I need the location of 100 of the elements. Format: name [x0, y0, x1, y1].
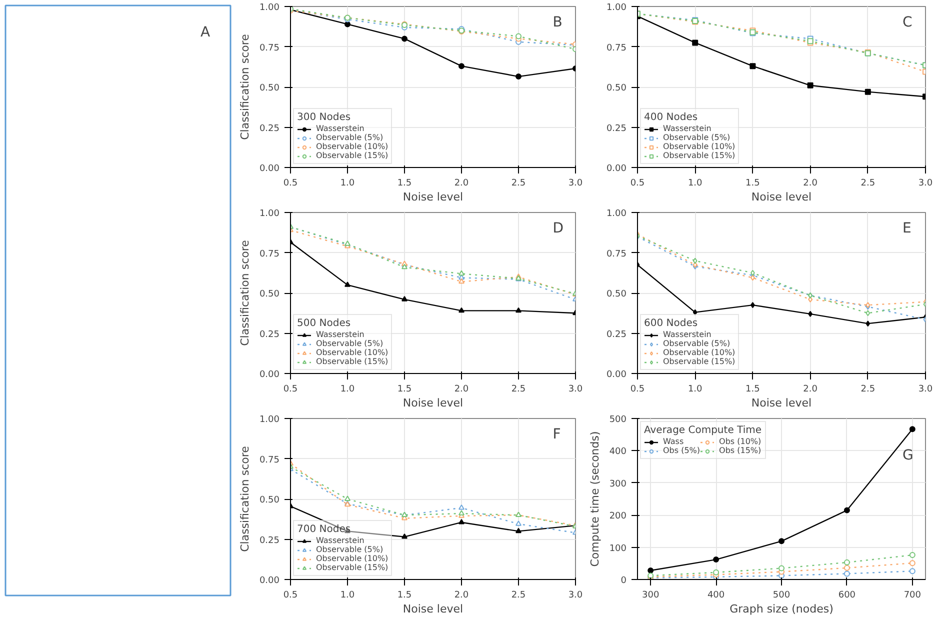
- y-tick-label: 1.00: [606, 3, 627, 13]
- x-axis-title: Noise level: [751, 396, 812, 410]
- annotation: G: [902, 448, 914, 464]
- y-tick-label: 0.25: [606, 124, 627, 134]
- y-tick-label: 1.00: [259, 209, 280, 219]
- y-tick-label: 0.75: [259, 455, 280, 466]
- x-tick-label: 1.0: [340, 384, 355, 394]
- x-tick-label: 3.0: [918, 384, 933, 394]
- legend-title: 600 Nodes: [644, 318, 699, 329]
- y-tick-label: 1.00: [259, 415, 280, 425]
- legend-label: Observable (15%): [316, 151, 388, 160]
- legend-label: Observable (5%): [663, 339, 730, 348]
- y-tick-label: 200: [609, 512, 627, 522]
- legend-label: Wasserstein: [663, 124, 712, 133]
- x-tick-label: 1.0: [340, 178, 355, 188]
- y-tick-label: 0.50: [606, 84, 627, 94]
- legend-label: Obs (5%): [663, 446, 700, 455]
- y-tick-label: 400: [609, 447, 627, 458]
- legend-label: Obs (15%): [719, 446, 762, 455]
- legend-title: 400 Nodes: [644, 112, 699, 123]
- legend-label: Observable (10%): [663, 348, 736, 357]
- x-tick-label: 1.5: [397, 590, 412, 600]
- x-tick-label: 3.0: [918, 178, 933, 188]
- x-tick-label: 2.0: [803, 384, 818, 394]
- y-tick-label: 0.25: [259, 330, 280, 340]
- x-tick-label: 2.5: [860, 178, 876, 188]
- x-tick-label: 500: [772, 590, 790, 600]
- legend-label: Observable (15%): [663, 151, 736, 160]
- x-tick-label: 0.5: [630, 384, 645, 394]
- y-tick-label: 0.75: [606, 249, 627, 260]
- x-tick-label: 2.5: [511, 178, 526, 188]
- y-tick-label: 0.00: [606, 164, 627, 174]
- x-tick-label: 1.5: [397, 178, 412, 188]
- x-tick-label: 600: [838, 590, 856, 600]
- x-tick-label: 3.0: [568, 384, 583, 394]
- x-tick-label: 1.0: [340, 590, 355, 600]
- y-tick-label: 0.75: [606, 43, 627, 54]
- annotation: F: [552, 426, 561, 443]
- annotation: C: [902, 14, 912, 31]
- x-tick-label: 300: [642, 590, 660, 600]
- y-tick-label: 0.00: [259, 164, 280, 174]
- legend-label: Observable (10%): [316, 142, 388, 151]
- x-tick-label: 2.0: [454, 590, 469, 600]
- x-tick-label: 2.0: [454, 178, 469, 188]
- y-axis-title: Compute time (seconds): [588, 431, 602, 567]
- y-tick-label: 1.00: [259, 3, 280, 13]
- y-axis-title: Classification score: [238, 240, 252, 346]
- legend-label: Wass: [663, 437, 684, 446]
- legend-label: Observable (15%): [663, 357, 736, 366]
- y-tick-label: 100: [609, 544, 627, 554]
- y-tick-label: 0.25: [606, 330, 627, 340]
- y-tick-label: 0.50: [259, 496, 280, 506]
- legend-label: Observable (5%): [316, 545, 384, 554]
- y-tick-label: 0.50: [259, 84, 280, 94]
- x-tick-label: 2.5: [511, 590, 526, 600]
- legend-title: 500 Nodes: [297, 318, 352, 329]
- legend-title: 300 Nodes: [297, 112, 352, 123]
- x-axis-title: Noise level: [751, 190, 812, 204]
- y-tick-label: 0.00: [606, 370, 627, 380]
- x-tick-label: 1.5: [746, 178, 760, 188]
- text: A: [200, 24, 210, 40]
- x-tick-label: 0.5: [283, 384, 298, 394]
- annotation: E: [902, 220, 912, 237]
- y-tick-label: 500: [609, 415, 627, 425]
- legend-label: Observable (15%): [316, 563, 388, 572]
- x-axis-title: Noise level: [402, 602, 464, 616]
- y-axis-title: Classification score: [238, 446, 252, 552]
- legend-label: Wasserstein: [663, 330, 712, 339]
- x-tick-label: 0.5: [283, 178, 298, 188]
- legend-label: Observable (15%): [316, 357, 388, 366]
- legend-label: Observable (5%): [316, 133, 384, 142]
- legend-label: Wasserstein: [316, 330, 364, 339]
- x-tick-label: 2.5: [511, 384, 526, 394]
- x-tick-label: 2.0: [803, 178, 818, 188]
- x-tick-label: 1.5: [746, 384, 760, 394]
- legend-label: Obs (10%): [719, 437, 762, 446]
- y-tick-label: 0.50: [606, 290, 627, 300]
- legend-title: Average Compute Time: [644, 425, 762, 436]
- legend-label: Observable (10%): [316, 554, 388, 563]
- y-tick-label: 0.00: [259, 576, 280, 586]
- x-tick-label: 700: [904, 590, 922, 600]
- y-tick-label: 0.75: [259, 43, 280, 54]
- y-axis-title: Classification score: [238, 34, 252, 140]
- annotation: D: [552, 220, 564, 237]
- legend-label: Observable (5%): [316, 339, 384, 348]
- annotation: B: [552, 14, 562, 31]
- x-tick-label: 3.0: [568, 590, 583, 600]
- x-tick-label: 400: [707, 590, 725, 600]
- y-tick-label: 0: [620, 576, 627, 586]
- x-tick-label: 1.0: [688, 384, 703, 394]
- y-tick-label: 0.00: [259, 370, 280, 380]
- legend-label: Observable (10%): [663, 142, 736, 151]
- x-axis-title: Graph size (nodes): [730, 602, 834, 616]
- y-tick-label: 1.00: [606, 209, 627, 219]
- legend-label: Wasserstein: [316, 124, 364, 133]
- x-tick-label: 0.5: [283, 590, 298, 600]
- y-tick-label: 0.25: [259, 536, 280, 546]
- x-axis-title: Noise level: [402, 190, 464, 204]
- legend-label: Observable (5%): [663, 133, 730, 142]
- x-tick-label: 1.5: [397, 384, 412, 394]
